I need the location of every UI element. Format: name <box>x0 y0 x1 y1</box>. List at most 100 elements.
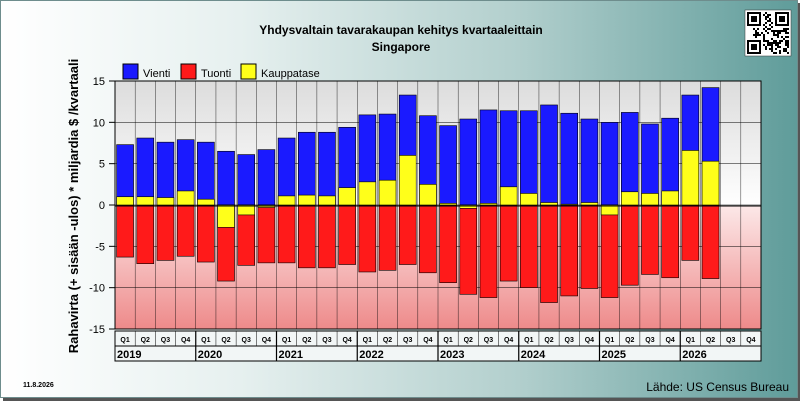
quarter-label: Q2 <box>544 337 553 344</box>
bar-tuonti <box>398 204 417 265</box>
quarter-label: Q1 <box>524 337 533 344</box>
bar-tuonti <box>459 204 478 295</box>
quarter-label: Q1 <box>443 337 452 344</box>
bar-vienti <box>197 141 215 206</box>
bar-tuonti <box>621 204 639 286</box>
quarter-label: Q3 <box>242 337 251 344</box>
bar-kauppatase <box>176 190 195 206</box>
quarter-label: Q4 <box>665 337 674 344</box>
bar-vienti <box>298 131 316 206</box>
y-tick-label: -15 <box>89 324 105 336</box>
bar-vienti <box>116 144 134 206</box>
bar-tuonti <box>116 204 134 258</box>
quarter-label: Q2 <box>625 337 634 344</box>
legend-swatch <box>122 63 139 80</box>
legend-swatch <box>180 63 197 80</box>
quarter-label: Q3 <box>161 337 170 344</box>
bar-tuonti <box>358 204 377 273</box>
quarter-label: Q1 <box>686 337 695 344</box>
bar-kauppatase <box>136 196 155 206</box>
quarter-label: Q4 <box>746 337 755 344</box>
bar-vienti <box>257 149 276 206</box>
quarter-label: Q3 <box>403 337 412 344</box>
bar-tuonti <box>298 204 316 269</box>
legend: Vienti Tuonti Kauppatase <box>122 63 320 80</box>
footer-date: 11.8.2026 <box>23 382 54 389</box>
bar-kauppatase <box>520 193 538 206</box>
chart-title: Yhdysvaltain tavarakaupan kehitys kvarta… <box>259 23 542 37</box>
bar-tuonti <box>540 204 558 303</box>
bar-tuonti <box>479 204 498 298</box>
bar-tuonti <box>701 204 720 279</box>
y-tick-label: 5 <box>99 159 105 171</box>
quarter-label: Q2 <box>464 337 473 344</box>
bar-kauppatase <box>459 204 478 209</box>
bar-vienti <box>136 137 155 206</box>
x-axis-band: Q1 Q2 Q3 Q4 Q1 Q2 Q3 Q4 Q1 Q2 Q3 Q4 Q1 Q2 Q3 Q4 Q1 Q2 Q3 Q4… <box>114 330 762 362</box>
quarter-label: Q1 <box>201 337 210 344</box>
quarter-label: Q1 <box>120 337 129 344</box>
bar-vienti <box>641 123 659 206</box>
bar-kauppatase <box>701 160 720 206</box>
bar-tuonti <box>277 204 296 264</box>
quarter-label: Q3 <box>484 337 493 344</box>
bar-kauppatase <box>358 181 377 206</box>
bar-tuonti <box>318 204 336 269</box>
bar-kauppatase <box>479 203 498 206</box>
bar-kauppatase <box>338 187 356 206</box>
y-tick-label: 15 <box>93 76 105 88</box>
quarter-label: Q4 <box>262 337 271 344</box>
bar-vienti <box>520 110 538 206</box>
bar-tuonti <box>439 204 457 284</box>
bar-tuonti <box>641 204 659 275</box>
y-tick-label: -10 <box>89 283 105 295</box>
bar-vienti <box>560 112 578 206</box>
bar-kauppatase <box>600 204 619 216</box>
quarter-label: Q2 <box>383 337 392 344</box>
bar-tuonti <box>600 204 619 298</box>
legend-label: Tuonti <box>201 68 231 80</box>
bar-vienti <box>318 131 336 206</box>
bar-kauppatase <box>419 184 437 206</box>
bar-kauppatase <box>621 191 639 206</box>
bar-tuonti <box>560 204 578 297</box>
bar-tuonti <box>136 204 155 264</box>
bar-tuonti <box>156 204 175 261</box>
quarter-label: Q3 <box>322 337 331 344</box>
quarter-label: Q4 <box>181 337 190 344</box>
bar-vienti <box>277 137 296 206</box>
bar-vienti <box>580 118 599 206</box>
bar-tuonti <box>580 204 599 289</box>
bar-tuonti <box>378 204 397 271</box>
bar-kauppatase <box>277 195 296 206</box>
bar-kauppatase <box>398 155 417 206</box>
bar-kauppatase <box>499 186 518 206</box>
year-label: 2024 <box>521 349 546 361</box>
bar-kauppatase <box>237 204 255 216</box>
bar-vienti <box>237 154 255 206</box>
y-tick-label: 10 <box>93 117 105 129</box>
bar-vienti <box>156 141 175 206</box>
quarter-label: Q2 <box>141 337 150 344</box>
bar-kauppatase <box>197 198 215 206</box>
quarter-label: Q3 <box>565 337 574 344</box>
bar-vienti <box>479 109 498 206</box>
bar-vienti <box>621 112 639 206</box>
year-label: 2023 <box>440 349 464 361</box>
chart-subtitle: Singapore <box>372 40 431 54</box>
bar-kauppatase <box>580 202 599 206</box>
year-label: 2019 <box>117 349 141 361</box>
year-label: 2025 <box>602 349 626 361</box>
bar-kauppatase <box>318 195 336 206</box>
quarter-label: Q4 <box>504 337 513 344</box>
bar-tuonti <box>257 204 276 264</box>
y-axis-ticks: -15 -10 -5 0 5 10 15 <box>89 76 115 336</box>
bar-kauppatase <box>116 196 134 206</box>
quarter-label: Q2 <box>706 337 715 344</box>
quarter-label: Q4 <box>585 337 594 344</box>
bar-tuonti <box>197 204 215 263</box>
y-tick-label: 0 <box>99 200 105 212</box>
bar-vienti <box>600 122 619 206</box>
year-label: 2021 <box>279 349 303 361</box>
